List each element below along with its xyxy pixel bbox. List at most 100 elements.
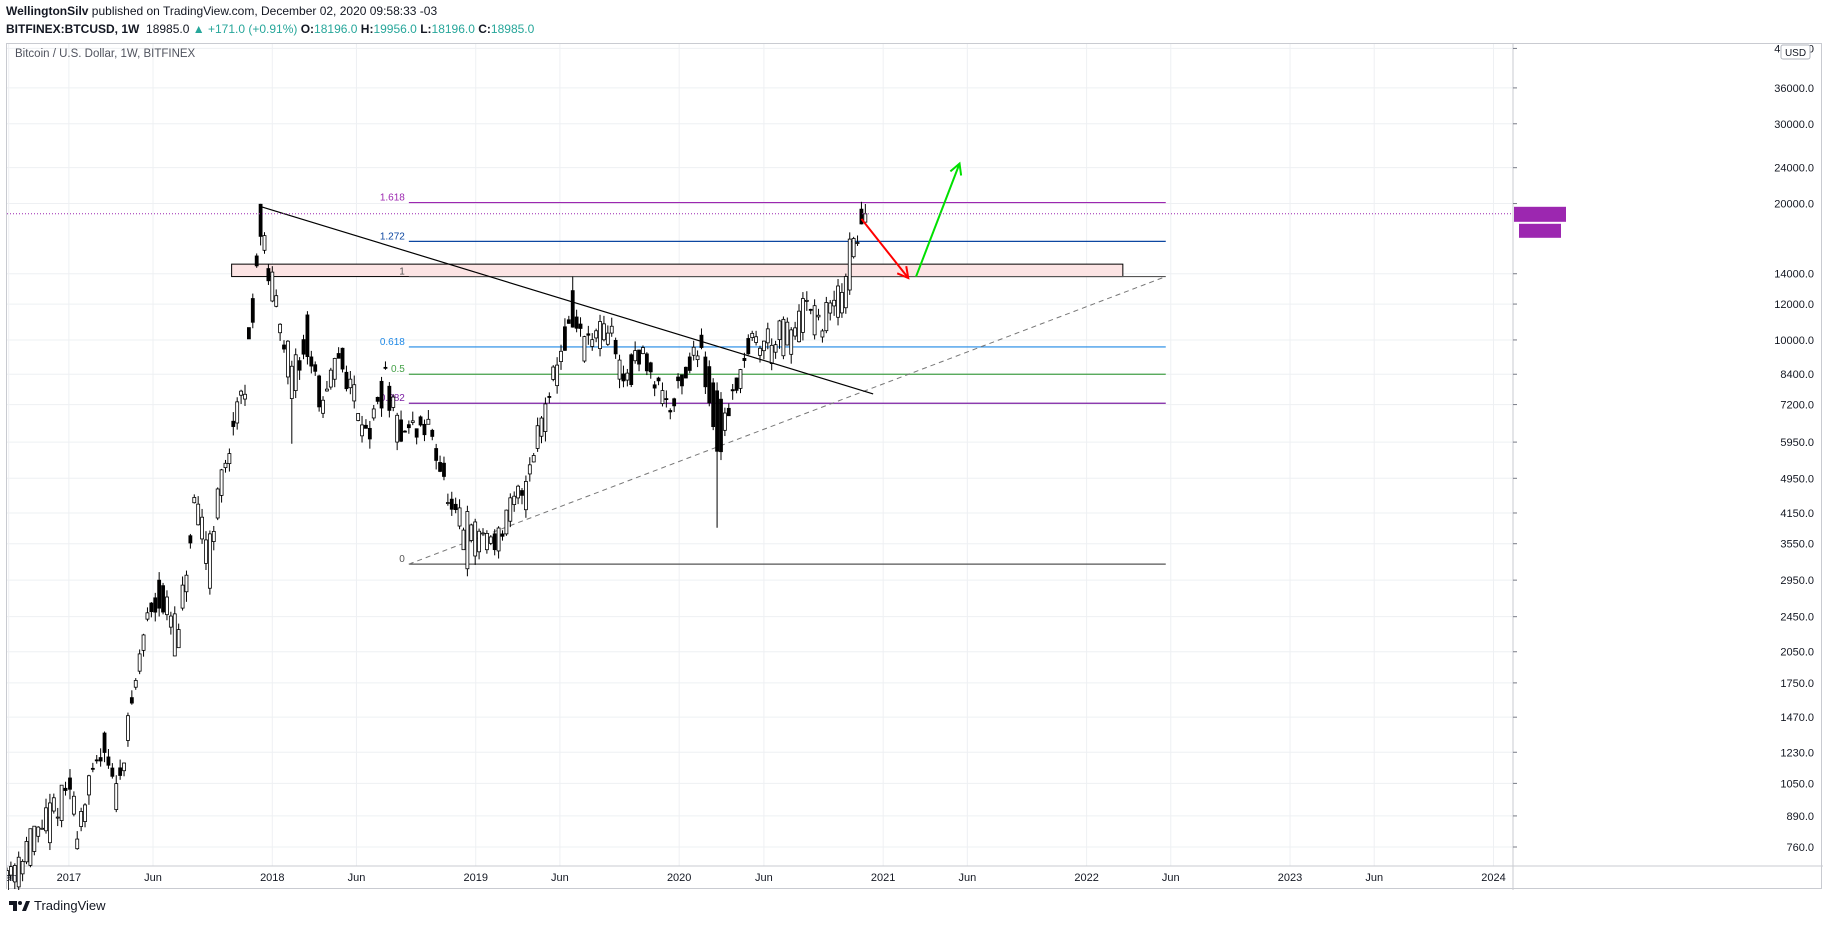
tradingview-logo-icon: [9, 900, 30, 911]
published-text: published on TradingView.com, December 0…: [91, 4, 438, 18]
candle-down: [453, 503, 458, 511]
candle-up: [204, 539, 208, 564]
candle-up: [777, 320, 782, 341]
candle-down: [301, 339, 306, 355]
candle-down: [379, 380, 384, 409]
candle-up: [765, 328, 770, 344]
arrow-down: [860, 218, 910, 279]
fib-level-label: 0: [399, 554, 405, 565]
candle-up: [804, 299, 809, 302]
candle-up: [40, 827, 45, 830]
candle-down: [664, 398, 669, 401]
candle-up: [20, 861, 25, 875]
candle-up: [180, 584, 185, 609]
candle-up: [785, 321, 790, 346]
x-axis-tick-label: 2019: [464, 872, 488, 884]
x-axis-tick-label: 2018: [260, 872, 284, 884]
x-axis-tick-label: Jan: [7, 872, 18, 884]
fib-level-label: 1: [399, 267, 405, 278]
candle-up: [321, 399, 325, 414]
candle-up: [851, 238, 856, 258]
candle-up: [200, 516, 204, 540]
candle-down: [406, 424, 411, 429]
y-axis-tick-label: 3550.0: [1780, 539, 1814, 551]
candle-up: [352, 384, 357, 402]
candle-up: [223, 462, 228, 469]
candle-down: [387, 385, 392, 411]
candle-up: [332, 358, 337, 380]
candle-up: [754, 336, 758, 343]
x-axis-tick-label: Jun: [755, 872, 773, 884]
candle-up: [461, 529, 466, 551]
candle-down: [442, 462, 446, 477]
candle-up: [114, 783, 119, 810]
candle-up: [48, 802, 52, 844]
candle-down: [383, 366, 388, 369]
candle-up: [12, 865, 17, 883]
candle-up: [219, 469, 224, 496]
candle-down: [578, 323, 583, 329]
candle-up: [239, 390, 243, 396]
candle-up: [274, 295, 279, 307]
y-axis-tick-label: 1230.0: [1780, 747, 1814, 759]
candle-up: [691, 346, 696, 356]
countdown-badge: [1519, 223, 1561, 238]
candle-up: [215, 488, 220, 519]
candle-down: [344, 371, 349, 390]
candle-up: [641, 347, 645, 355]
candle-down: [449, 498, 454, 510]
candle-down: [644, 353, 649, 372]
candle-down: [672, 398, 677, 407]
candle-down: [254, 255, 259, 267]
symbol-header: BITFINEX:BTCUSD, 1W 18985.0 ▲ +171.0 (+0…: [6, 22, 534, 36]
candle-up: [527, 464, 532, 475]
candle-up: [598, 321, 602, 350]
y-axis-tick-label: 14000.0: [1774, 269, 1814, 281]
candle-down: [715, 390, 719, 452]
candle-down: [563, 326, 567, 351]
candle-up: [551, 366, 556, 380]
price-chart[interactable]: Bitcoin / U.S. Dollar, 1W, BITFINEX 1.618…: [7, 44, 1823, 890]
candle-down: [231, 420, 236, 427]
candle-down: [621, 373, 626, 382]
fib-level-label: 1.618: [380, 193, 405, 204]
candle-up: [816, 314, 821, 318]
footer-brand[interactable]: TradingView: [8, 898, 106, 913]
candle-down: [336, 353, 341, 359]
arrow-up: [915, 163, 961, 277]
candle-up: [184, 574, 189, 593]
candle-up: [24, 841, 29, 863]
x-axis-tick-label: Jun: [144, 872, 162, 884]
arrow-up-head: [949, 161, 963, 176]
candle-up: [469, 524, 474, 541]
candle-down: [364, 424, 368, 429]
candle-up: [516, 485, 521, 499]
candle-down: [520, 490, 524, 496]
candle-up: [410, 420, 415, 423]
chart-panel[interactable]: Bitcoin / U.S. Dollar, 1W, BITFINEX 1.618…: [6, 43, 1823, 890]
candle-down: [500, 533, 505, 537]
candle-down: [734, 377, 739, 391]
candle-up: [488, 536, 493, 544]
candle-up: [262, 235, 267, 251]
y-axis-tick-label: 24000.0: [1774, 163, 1814, 175]
candle-down: [742, 357, 747, 361]
author-name[interactable]: WellingtonSilv: [6, 4, 89, 18]
candle-up: [625, 372, 630, 381]
candle-up: [176, 629, 181, 649]
candle-down: [68, 777, 72, 790]
candle-down: [63, 787, 68, 791]
candle-up: [789, 329, 794, 355]
candle-up: [145, 612, 150, 620]
y-axis-tick-label: 4950.0: [1780, 473, 1814, 485]
candle-up: [59, 784, 64, 821]
candle-up: [55, 816, 60, 819]
candle-down: [297, 360, 302, 371]
candle-up: [843, 276, 848, 309]
candle-up: [348, 378, 353, 389]
candle-up: [286, 340, 290, 378]
candle-up: [211, 531, 216, 542]
candle-down: [414, 428, 419, 438]
symbol-name[interactable]: BITFINEX:BTCUSD, 1W: [6, 22, 140, 36]
candle-up: [75, 838, 80, 850]
